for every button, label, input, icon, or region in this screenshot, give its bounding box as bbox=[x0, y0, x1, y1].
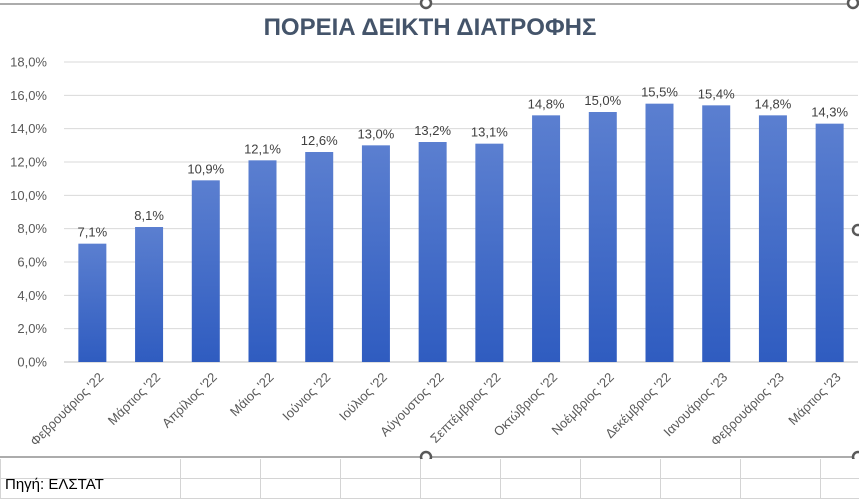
bar-chart[interactable]: ΠΟΡΕΙΑ ΔΕΙΚΤΗ ΔΙΑΤΡΟΦΗΣ 0,0% 2,0% 4,0% 6,0%… bbox=[0, 0, 859, 459]
resize-handle-bottom-right[interactable] bbox=[851, 450, 859, 459]
sheet-row[interactable] bbox=[0, 459, 859, 479]
column-divider bbox=[500, 459, 501, 499]
spreadsheet-grid[interactable]: Πηγή: ΕΛΣΤΑΤ bbox=[0, 459, 859, 499]
chart-area[interactable]: ΠΟΡΕΙΑ ΔΕΙΚΤΗ ΔΙΑΤΡΟΦΗΣ 0,0% 2,0% 4,0% 6,0%… bbox=[0, 0, 859, 459]
data-label: 15,4% bbox=[698, 86, 735, 101]
data-label: 7,1% bbox=[78, 225, 108, 240]
column-divider bbox=[740, 459, 741, 499]
chart-title: ΠΟΡΕΙΑ ΔΕΙΚΤΗ ΔΙΑΤΡΟΦΗΣ bbox=[264, 14, 597, 41]
data-label: 15,5% bbox=[641, 85, 678, 100]
bar[interactable] bbox=[191, 180, 220, 362]
data-label: 8,1% bbox=[134, 208, 164, 223]
resize-handle-top[interactable] bbox=[419, 0, 433, 10]
x-tick-label: Ιούνιος '22 bbox=[279, 370, 333, 424]
y-tick-label: 4,0% bbox=[17, 288, 47, 303]
bar[interactable] bbox=[475, 143, 504, 362]
bar[interactable] bbox=[702, 105, 731, 362]
resize-handle-right[interactable] bbox=[851, 223, 859, 237]
bars bbox=[78, 103, 844, 363]
column-divider bbox=[180, 459, 181, 499]
column-divider bbox=[580, 459, 581, 499]
y-tick-label: 6,0% bbox=[17, 255, 47, 270]
data-label: 15,0% bbox=[584, 93, 621, 108]
data-label: 13,0% bbox=[357, 126, 394, 141]
x-tick-label: Μάιος '22 bbox=[227, 370, 277, 420]
y-tick-label: 10,0% bbox=[10, 188, 47, 203]
data-label: 14,8% bbox=[754, 96, 791, 111]
y-axis-ticks: 0,0% 2,0% 4,0% 6,0% 8,0% 10,0% 12,0% 14,0% 16,0%… bbox=[10, 55, 47, 370]
gridlines bbox=[64, 61, 858, 363]
data-label: 13,2% bbox=[414, 123, 451, 138]
column-divider bbox=[420, 459, 421, 499]
column-divider bbox=[660, 459, 661, 499]
x-tick-label: Ιούλιος '22 bbox=[336, 370, 390, 424]
y-tick-label: 14,0% bbox=[10, 121, 47, 136]
data-label: 12,1% bbox=[244, 141, 281, 156]
bar[interactable] bbox=[758, 115, 787, 362]
bar[interactable] bbox=[588, 112, 617, 362]
data-labels: 7,1% 8,1% 10,9% 12,1% 12,6% 13,0% 13,2% 13,1% 14… bbox=[78, 85, 849, 240]
column-divider bbox=[260, 459, 261, 499]
x-tick-label: Απρίλιος '22 bbox=[159, 370, 220, 431]
y-tick-label: 8,0% bbox=[17, 221, 47, 236]
x-tick-label: Μάρτιος '22 bbox=[105, 370, 163, 428]
bar[interactable] bbox=[815, 123, 844, 363]
y-tick-label: 18,0% bbox=[10, 55, 47, 70]
bar[interactable] bbox=[645, 103, 674, 363]
column-divider bbox=[0, 459, 1, 499]
column-divider bbox=[820, 459, 821, 499]
x-tick-label: Φεβρουάριος '22 bbox=[27, 370, 106, 449]
bar[interactable] bbox=[532, 115, 561, 362]
data-label: 14,8% bbox=[528, 96, 565, 111]
y-tick-label: 12,0% bbox=[10, 155, 47, 170]
resize-handle-top-right[interactable] bbox=[846, 0, 859, 10]
bar[interactable] bbox=[248, 160, 277, 362]
bar[interactable] bbox=[361, 145, 390, 362]
data-label: 13,1% bbox=[471, 125, 508, 140]
bar[interactable] bbox=[418, 142, 447, 362]
x-tick-label: Μάρτιος '23 bbox=[785, 370, 843, 428]
data-label: 14,3% bbox=[811, 105, 848, 120]
data-label: 10,9% bbox=[187, 161, 224, 176]
bar[interactable] bbox=[305, 152, 334, 362]
bar[interactable] bbox=[135, 227, 164, 362]
y-tick-label: 2,0% bbox=[17, 321, 47, 336]
column-divider bbox=[340, 459, 341, 499]
sheet-row[interactable] bbox=[0, 479, 859, 499]
y-tick-label: 0,0% bbox=[17, 355, 47, 370]
bar[interactable] bbox=[78, 243, 107, 362]
resize-handle-bottom[interactable] bbox=[419, 450, 433, 459]
y-tick-label: 16,0% bbox=[10, 88, 47, 103]
data-label: 12,6% bbox=[301, 133, 338, 148]
source-cell-text[interactable]: Πηγή: ΕΛΣΤΑΤ bbox=[5, 476, 104, 493]
